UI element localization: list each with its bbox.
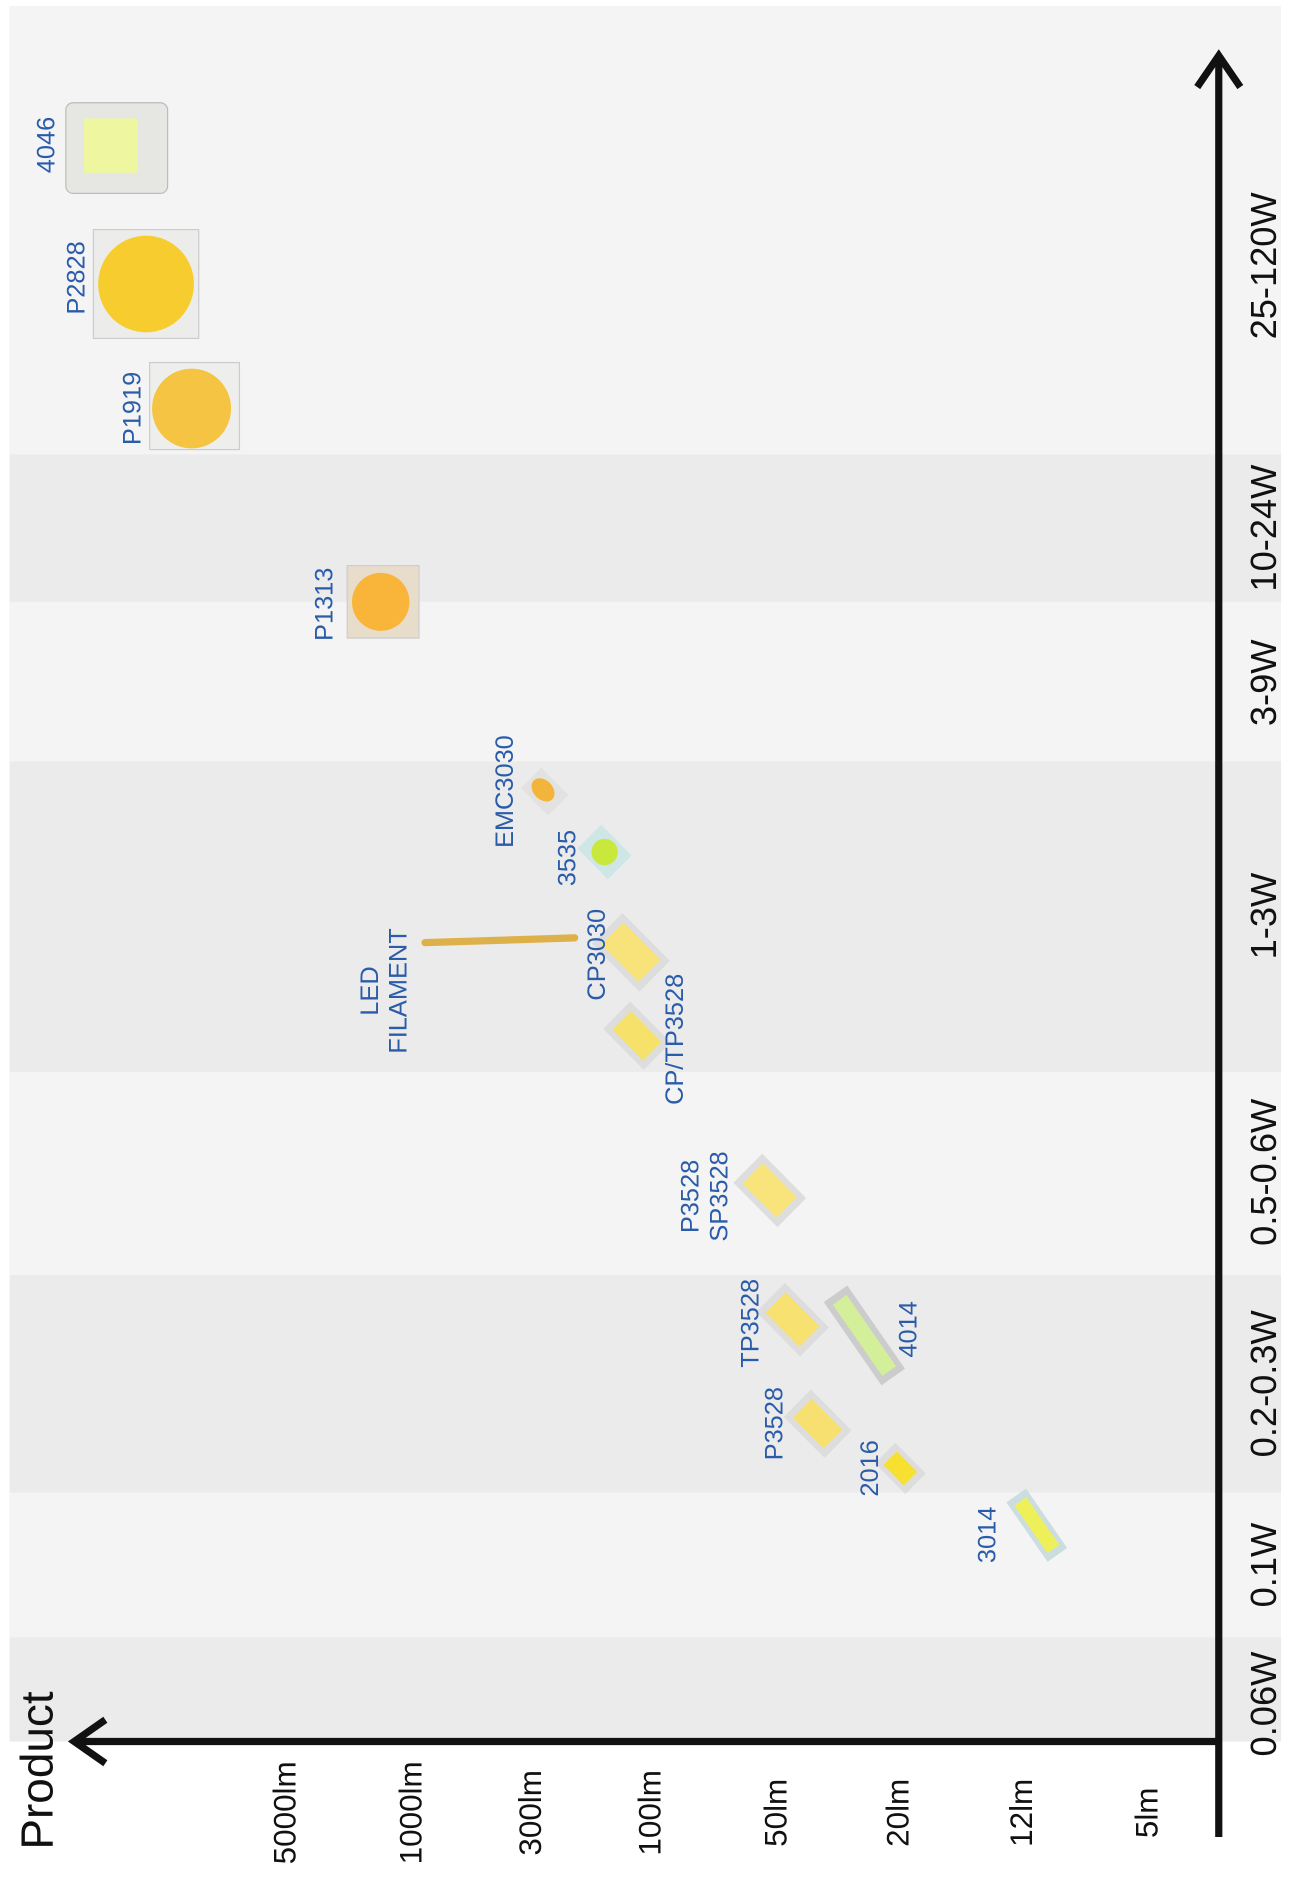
lumen-label: 5000lm xyxy=(268,1761,303,1864)
lumen-label: 12lm xyxy=(1004,1779,1039,1847)
lumen-label: 20lm xyxy=(881,1779,916,1847)
product-images xyxy=(65,102,1068,1562)
product-label: TP3528 xyxy=(737,1279,765,1368)
lumen-label: 50lm xyxy=(759,1779,794,1847)
power-label: 0.5-0.6W xyxy=(1243,1099,1284,1246)
lumen-label: 300lm xyxy=(513,1770,548,1856)
power-label: 10-24W xyxy=(1243,465,1284,592)
product-label: P2828 xyxy=(63,241,91,314)
axes xyxy=(67,49,1244,1837)
product-label: CP/TP3528 xyxy=(661,974,689,1105)
power-label: 1-3W xyxy=(1243,873,1284,960)
power-label: 3-9W xyxy=(1243,640,1284,727)
power-label: 0.2-0.3W xyxy=(1243,1310,1284,1457)
product-label: FILAMENT xyxy=(385,928,413,1053)
band xyxy=(9,454,1282,602)
labels: 25-120W 10-24W 3-9W 1-3W 0.5-0.6W 0.2-0.3W 0.1… xyxy=(12,117,1284,1865)
axis-title: Product xyxy=(12,1691,63,1850)
band xyxy=(9,1637,1282,1742)
power-label: 0.06W xyxy=(1243,1652,1284,1757)
product-label: EMC3030 xyxy=(491,735,519,848)
band xyxy=(9,1275,1282,1493)
product-label: P1919 xyxy=(119,372,147,445)
lumen-label: 5lm xyxy=(1130,1788,1165,1839)
product-label: 3014 xyxy=(974,1507,1002,1563)
power-label: 0.1W xyxy=(1243,1523,1284,1608)
product-label: CP3030 xyxy=(583,909,611,1001)
product-label: 2016 xyxy=(856,1440,884,1496)
product-label: 4014 xyxy=(895,1301,923,1357)
product-label: 4046 xyxy=(33,117,61,173)
product-label: LED xyxy=(356,966,384,1015)
bands xyxy=(9,454,1282,1742)
lumen-label: 100lm xyxy=(633,1770,668,1856)
product-label: SP3528 xyxy=(705,1151,733,1241)
product-label: P1313 xyxy=(310,568,338,641)
lumen-label: 1000lm xyxy=(393,1761,428,1864)
product-label: 3535 xyxy=(553,830,581,886)
product-label: P3528 xyxy=(761,1387,789,1460)
product-label: P3528 xyxy=(677,1160,705,1233)
power-label: 25-120W xyxy=(1243,192,1284,339)
